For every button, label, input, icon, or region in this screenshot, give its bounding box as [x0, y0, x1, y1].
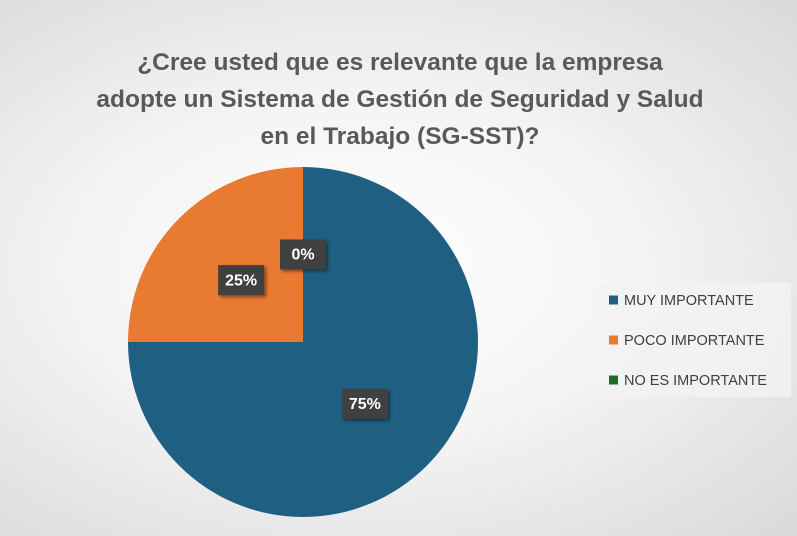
data-label-box — [280, 239, 326, 270]
legend-label: NO ES IMPORTANTE — [624, 373, 767, 389]
data-label-box — [218, 265, 265, 296]
legend-swatch — [609, 375, 618, 385]
data-label: 75% — [349, 396, 381, 413]
legend-label: POCO IMPORTANTE — [624, 333, 765, 349]
data-label: 25% — [225, 272, 257, 289]
legend-swatch — [609, 335, 618, 345]
pie-slice — [128, 167, 303, 342]
legend-box — [599, 283, 791, 397]
data-label: 0% — [291, 247, 314, 264]
legend-label: MUY IMPORTANTE — [624, 293, 754, 309]
data-label-box — [341, 388, 388, 419]
legend-swatch — [609, 295, 618, 305]
chart-title: ¿Cree usted que es relevante que la empr… — [96, 49, 704, 150]
